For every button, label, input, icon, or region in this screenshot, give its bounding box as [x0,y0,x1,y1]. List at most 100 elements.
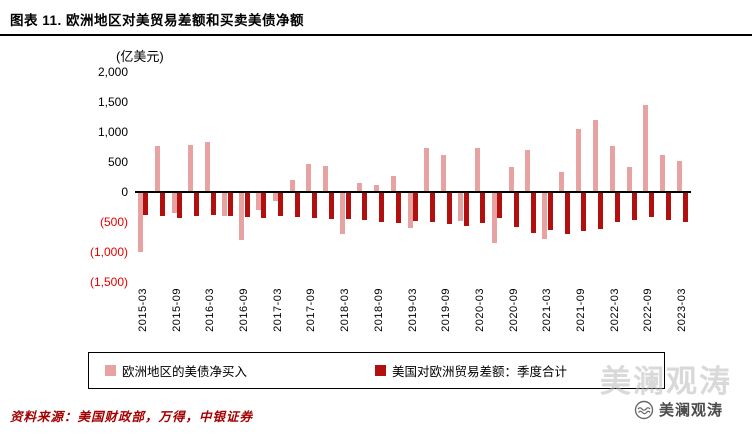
bar-treasury-net-buy [407,192,413,228]
bar-treasury-net-buy [609,146,615,192]
bar-treasury-net-buy [643,105,649,192]
legend-item-trade-balance: 美国对欧洲贸易差额：季度合计 [375,361,567,380]
y-tick-label: 500 [107,154,128,169]
x-tick-label: 2019-09 [440,288,453,332]
brand-name: 美澜观涛 [659,402,724,419]
bar-treasury-net-buy [542,192,548,239]
title-divider [0,34,752,36]
x-tick-label: 2016-03 [204,288,217,332]
plot-area [135,72,691,282]
x-tick-label: 2022-03 [608,288,621,332]
bar-treasury-net-buy [222,192,228,216]
x-axis: 2015-03 2015-09 2016-03 2016-09 2017-03 2017-… [135,286,691,346]
x-tick-label: 2016-09 [238,288,251,332]
bar-treasury-net-buy [154,146,160,192]
x-tick-label: 2015-09 [170,288,183,332]
bar-trade-balance [480,192,486,224]
legend-item-treasury-net-buy: 欧洲地区的美债净买入 [105,361,247,380]
bar-trade-balance [345,192,351,219]
bar-trade-balance [497,192,503,219]
bar-treasury-net-buy [356,183,362,192]
bar-trade-balance [598,192,604,230]
bar-trade-balance [362,192,368,220]
bar-trade-balance [227,192,233,216]
bar-trade-balance [682,192,688,222]
bar-trade-balance [564,192,570,234]
bar-treasury-net-buy [508,166,514,192]
y-tick-label: (1,500) [89,274,128,289]
bar-treasury-net-buy [592,120,598,192]
bar-treasury-net-buy [289,180,295,192]
y-tick-label: 1,500 [97,94,128,109]
bar-treasury-net-buy [205,142,211,192]
x-tick-label: 2021-09 [574,288,587,332]
bar-trade-balance [396,192,402,224]
bar-treasury-net-buy [323,166,329,192]
legend-swatch-trade-balance [375,365,387,376]
bar-trade-balance [311,192,317,218]
bar-trade-balance [379,192,385,222]
x-tick-label: 2018-03 [339,288,352,332]
bar-trade-balance [160,192,166,216]
bar-treasury-net-buy [575,129,581,192]
x-tick-label: 2023-03 [676,288,689,332]
y-tick-label: (1,000) [89,244,128,259]
y-axis: 2,000 1,500 1,000 500 0 (500) (1,000) (1,500) [70,65,128,289]
bar-trade-balance [429,192,435,222]
bar-trade-balance [210,192,216,215]
bar-treasury-net-buy [626,166,632,192]
bar-treasury-net-buy [340,192,346,234]
bar-trade-balance [244,192,250,218]
wave-logo-icon [634,400,654,419]
legend-swatch-treasury-net-buy [105,365,116,376]
bar-trade-balance [648,192,654,218]
bar-trade-balance [193,192,199,216]
zero-axis-line [135,191,691,193]
bar-treasury-net-buy [474,148,480,192]
x-tick-label: 2015-03 [136,288,149,332]
bar-trade-balance [665,192,671,220]
y-axis-unit-label: (亿美元) [116,49,164,64]
x-tick-label: 2022-09 [642,288,655,332]
x-tick-label: 2019-03 [406,288,419,332]
bar-treasury-net-buy [255,192,261,210]
y-tick-label: 0 [121,184,128,199]
bar-treasury-net-buy [373,184,379,192]
x-tick-label: 2020-09 [507,288,520,332]
x-tick-label: 2017-09 [305,288,318,332]
bar-trade-balance [295,192,301,218]
bar-trade-balance [463,192,469,226]
bar-treasury-net-buy [677,160,683,192]
bar-treasury-net-buy [239,192,245,240]
bar-treasury-net-buy [525,150,531,192]
bar-treasury-net-buy [171,192,177,213]
bar-treasury-net-buy [491,192,497,243]
bar-trade-balance [514,192,520,227]
bar-treasury-net-buy [424,147,430,192]
bar-treasury-net-buy [137,192,143,252]
figure-title: 图表 11. 欧洲地区对美贸易差额和买卖美债净额 [10,13,305,28]
bar-trade-balance [413,192,418,221]
bar-trade-balance [547,192,553,231]
x-tick-label: 2017-03 [271,288,284,332]
bar-trade-balance [581,192,587,231]
bar-trade-balance [615,192,621,222]
brand-logo: 美澜观涛 [634,399,723,420]
x-tick-label: 2020-03 [473,288,486,332]
legend: 欧洲地区的美债净买入 美国对欧洲贸易差额：季度合计 [88,352,665,389]
bar-trade-balance [177,192,183,218]
bar-treasury-net-buy [458,192,464,221]
bar-treasury-net-buy [390,176,396,192]
bar-treasury-net-buy [188,144,194,192]
bar-trade-balance [278,192,284,216]
x-tick-label: 2021-03 [541,288,554,332]
bar-treasury-net-buy [660,154,666,192]
legend-label-trade-balance: 美国对欧洲贸易差额：季度合计 [392,365,568,379]
bar-trade-balance [530,192,536,233]
bar-trade-balance [261,192,267,218]
bar-treasury-net-buy [441,154,447,192]
y-tick-label: (500) [99,214,128,229]
bar-treasury-net-buy [272,192,278,201]
bar-trade-balance [143,192,149,215]
